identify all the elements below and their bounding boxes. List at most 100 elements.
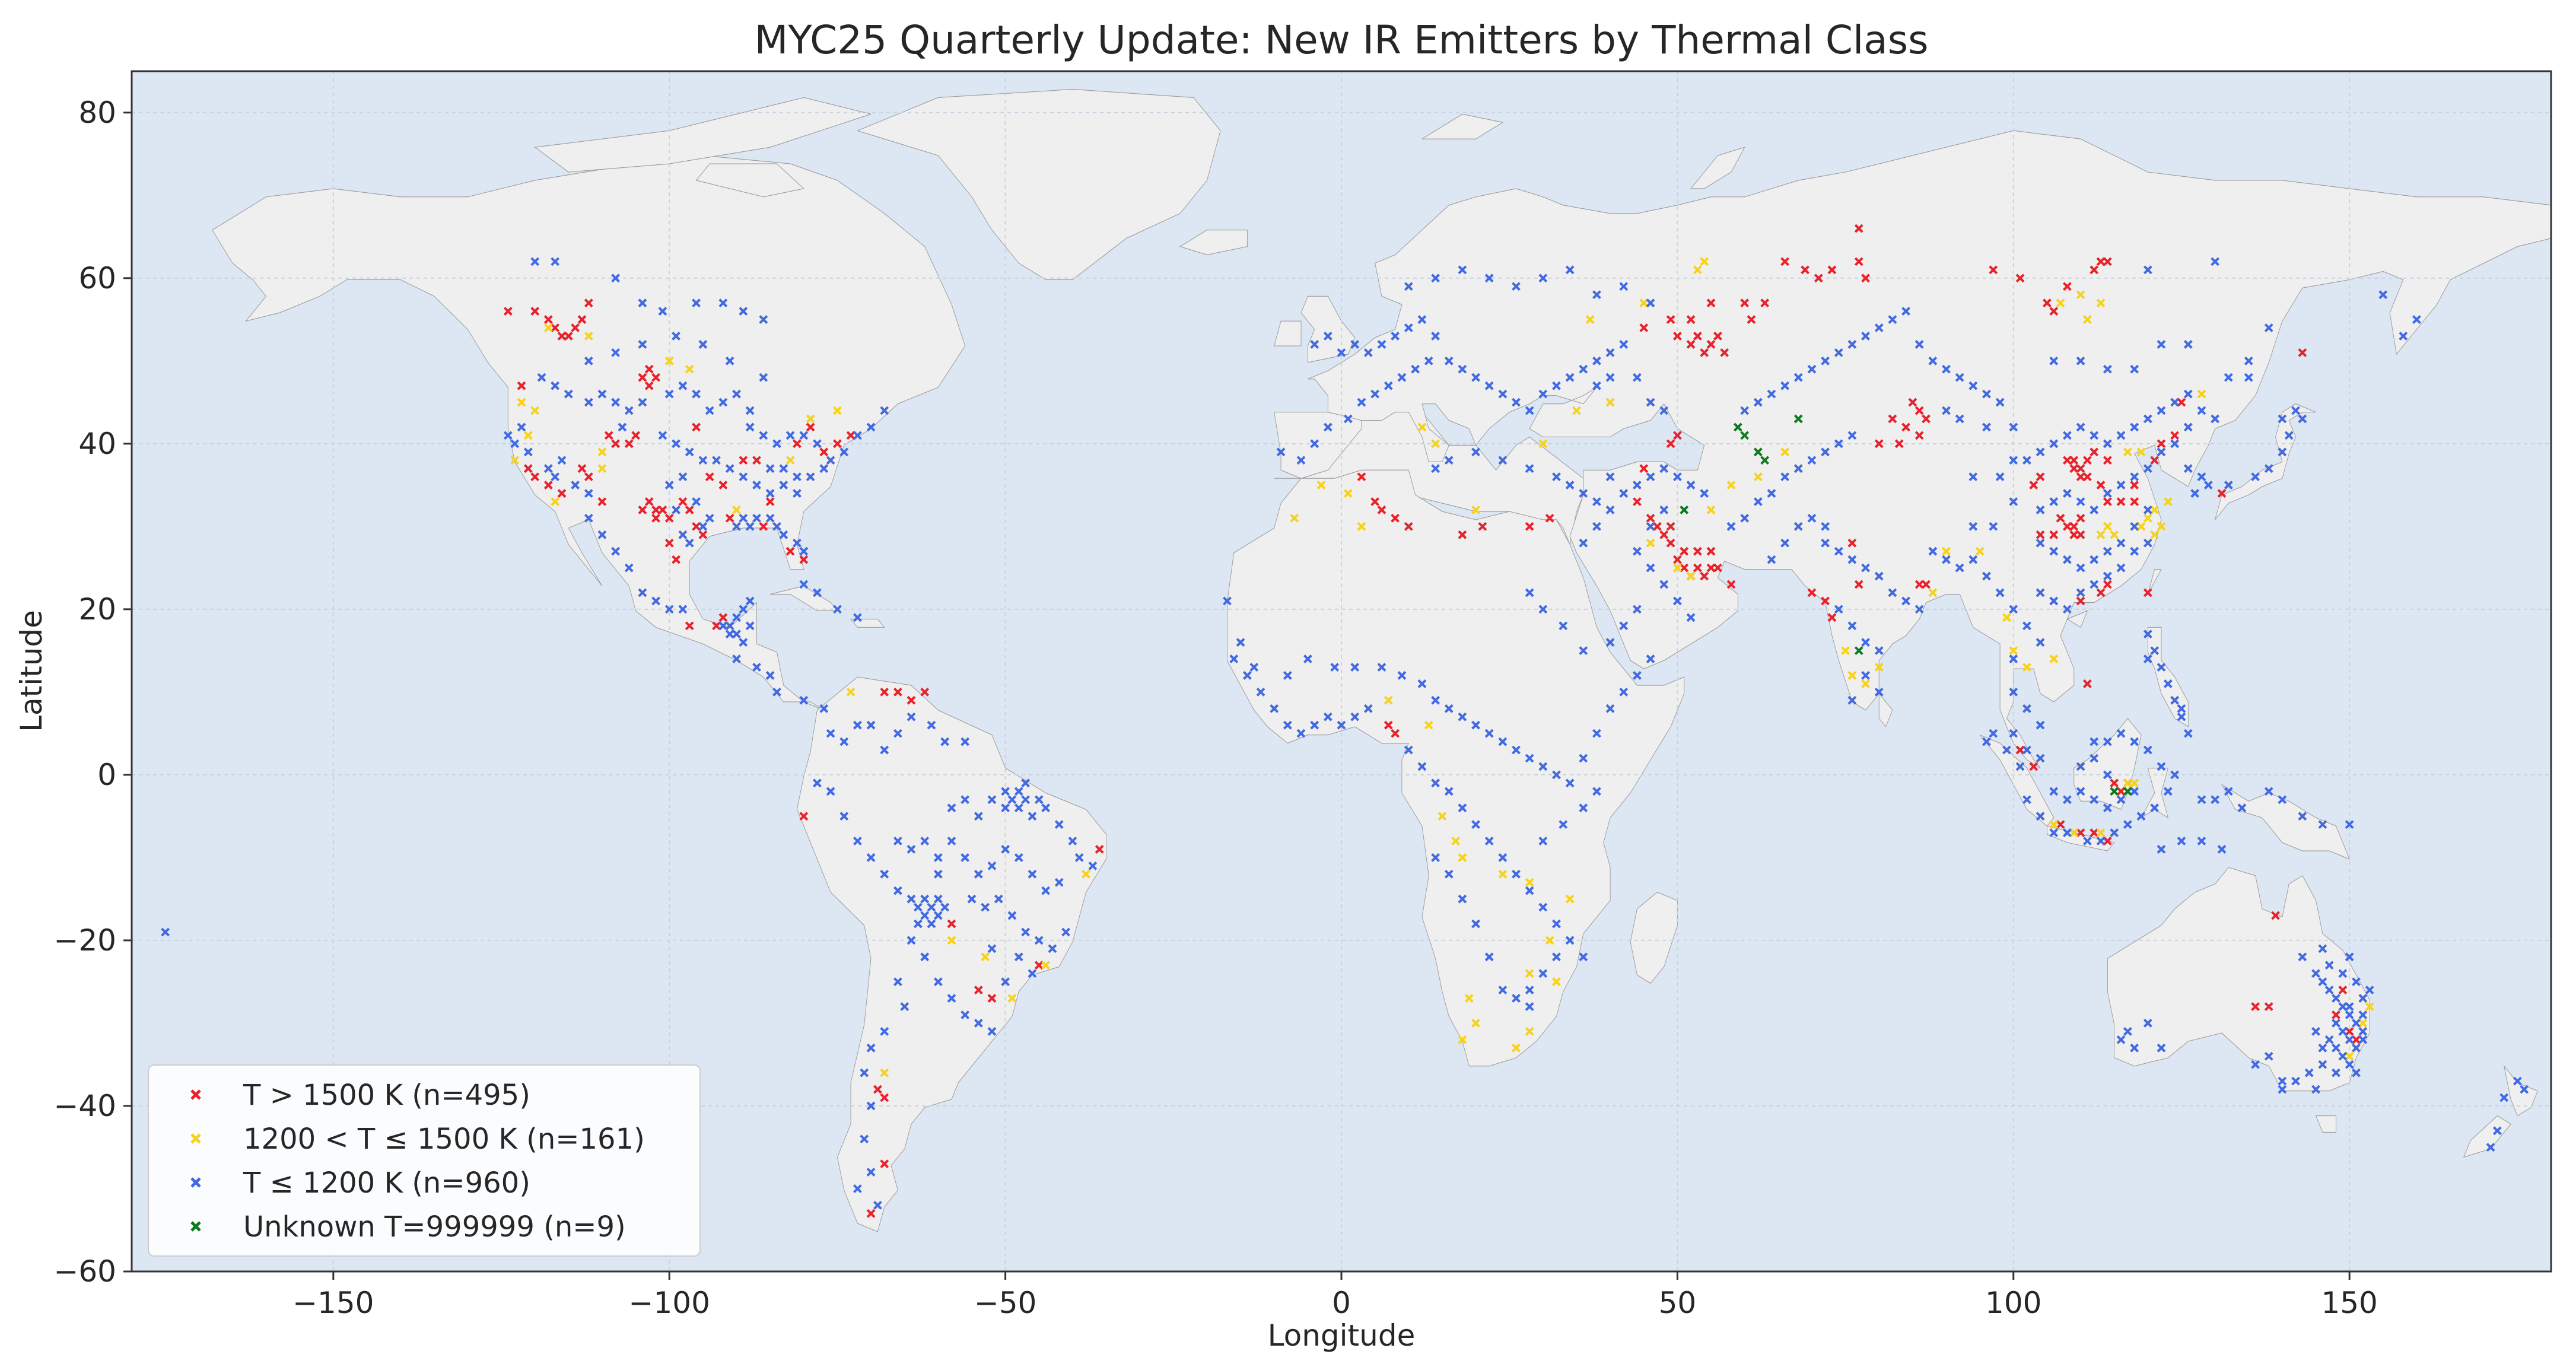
- data-point: [523, 447, 533, 457]
- data-point: [1559, 820, 1568, 829]
- data-point: [705, 406, 714, 415]
- data-point: [1021, 927, 1031, 937]
- data-point: [2251, 1002, 2260, 1011]
- data-point: [1793, 414, 1803, 424]
- data-point: [974, 1019, 983, 1028]
- data-point: [2358, 994, 2368, 1003]
- data-point: [745, 522, 755, 531]
- data-point: [2492, 1126, 2502, 1136]
- data-point: [2183, 729, 2193, 738]
- data-point: [1861, 563, 1870, 573]
- data-point: [1847, 339, 1857, 349]
- data-point: [1740, 431, 1750, 440]
- data-point: [2150, 803, 2160, 813]
- data-point: [2338, 1002, 2348, 1011]
- data-point: [1807, 588, 1817, 597]
- data-point: [1417, 315, 1427, 324]
- data-point: [1471, 820, 1480, 829]
- data-point: [1357, 398, 1366, 407]
- data-point: [2096, 588, 2106, 597]
- data-point: [2096, 481, 2106, 490]
- data-point: [1888, 588, 1897, 597]
- data-point: [1874, 646, 1884, 656]
- data-point: [712, 621, 721, 631]
- data-point: [2069, 530, 2079, 539]
- data-point: [1847, 621, 1857, 631]
- data-point: [1538, 762, 1548, 771]
- data-point: [772, 439, 781, 449]
- y-tick-label: 20: [78, 592, 116, 627]
- series-1: [510, 257, 2374, 1077]
- data-point: [1484, 381, 1494, 390]
- data-point: [2056, 820, 2065, 829]
- data-point: [907, 936, 916, 945]
- data-point: [1565, 481, 1575, 490]
- data-point: [1592, 729, 1601, 738]
- data-point: [1296, 456, 1306, 465]
- data-point: [2130, 546, 2139, 556]
- data-point: [2049, 497, 2059, 506]
- data-point: [1847, 431, 1857, 440]
- data-point: [571, 481, 580, 490]
- data-point: [2278, 447, 2287, 457]
- data-point: [2116, 787, 2126, 796]
- data-point: [765, 497, 775, 506]
- data-point: [1680, 506, 1689, 514]
- data-point: [2358, 1019, 2368, 1028]
- data-point: [813, 778, 822, 788]
- data-point: [2009, 646, 2018, 656]
- x-tick-label: −50: [974, 1286, 1037, 1320]
- data-point: [2009, 605, 2018, 614]
- data-point: [2029, 481, 2038, 490]
- data-point: [2157, 845, 2166, 854]
- data-point: [933, 853, 943, 862]
- land-greenland: [856, 88, 1221, 280]
- data-point: [2103, 580, 2112, 589]
- data-point: [1646, 538, 1655, 548]
- data-point: [1001, 977, 1010, 987]
- data-point: [1444, 869, 1454, 879]
- data-point: [1706, 298, 1716, 308]
- data-point: [799, 580, 809, 589]
- data-point: [1350, 712, 1360, 721]
- data-point: [1525, 1026, 1534, 1036]
- data-point: [1444, 356, 1454, 365]
- data-point: [1464, 994, 1474, 1003]
- data-point: [2143, 538, 2152, 548]
- data-point: [752, 481, 761, 490]
- series-2: [161, 257, 2529, 1210]
- data-point: [745, 406, 755, 415]
- data-point: [1014, 787, 1023, 796]
- data-point: [2163, 679, 2173, 688]
- data-point: [1982, 422, 1991, 432]
- data-point: [624, 406, 634, 415]
- data-point: [920, 911, 930, 920]
- data-point: [866, 720, 876, 730]
- data-point: [974, 812, 983, 821]
- data-point: [880, 745, 889, 755]
- data-point: [584, 332, 593, 341]
- data-point: [1384, 381, 1393, 390]
- data-point: [2103, 439, 2112, 449]
- data-point: [1552, 952, 1561, 962]
- data-point: [1861, 679, 1870, 688]
- data-point: [1995, 472, 2005, 482]
- data-point: [2116, 538, 2126, 548]
- data-point: [1633, 546, 1642, 556]
- data-point: [1693, 265, 1702, 275]
- data-point: [2009, 422, 2018, 432]
- data-point: [1236, 638, 1245, 647]
- data-point: [1922, 414, 1931, 424]
- data-point: [2103, 770, 2112, 780]
- legend-marker: [190, 1089, 201, 1100]
- data-point: [1955, 373, 1964, 382]
- data-point: [1619, 687, 1629, 697]
- data-point: [2123, 778, 2132, 788]
- data-point: [2130, 481, 2139, 490]
- data-point: [1525, 464, 1534, 473]
- data-point: [537, 373, 546, 382]
- data-point: [1666, 538, 1675, 548]
- data-point: [1646, 472, 1655, 482]
- data-point: [2090, 506, 2099, 514]
- data-point: [826, 456, 835, 465]
